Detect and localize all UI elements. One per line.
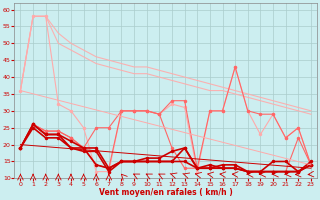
X-axis label: Vent moyen/en rafales ( km/h ): Vent moyen/en rafales ( km/h ) xyxy=(99,188,233,197)
